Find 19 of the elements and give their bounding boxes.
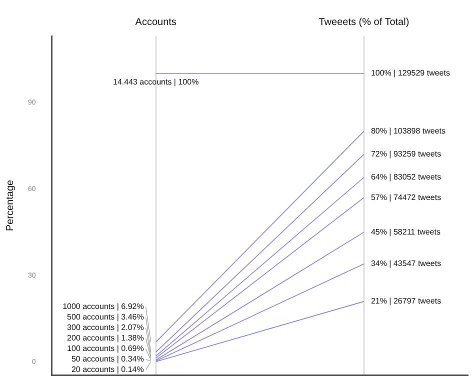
data-label: 300 accounts | 2.07% bbox=[67, 323, 144, 332]
data-label: 57% | 74472 tweets bbox=[370, 192, 442, 202]
data-label: 72% | 93259 tweets bbox=[370, 149, 442, 158]
data-label: 21% | 26797 tweets bbox=[370, 296, 442, 306]
data-label: 14.443 accounts | 100% bbox=[112, 78, 199, 87]
data-label: 200 accounts | 1.38% bbox=[67, 334, 144, 343]
data-label: 45% | 58211 tweets bbox=[370, 227, 440, 236]
data-label: 64% | 83052 tweets bbox=[370, 172, 442, 182]
data-label: 34% | 43547 tweets bbox=[370, 259, 442, 268]
data-label: 80% | 103898 tweets bbox=[370, 126, 446, 136]
data-label: 20 accounts | 0.14% bbox=[71, 365, 144, 374]
data-label: 1000 accounts | 6.92% bbox=[62, 302, 144, 312]
data-label: 500 accounts | 3.46% bbox=[67, 312, 144, 322]
y-axis-title: Percentage bbox=[4, 179, 16, 232]
data-label: 50 accounts | 0.34% bbox=[71, 354, 144, 364]
x-tick-label: Tweeets (% of Total) bbox=[318, 16, 410, 28]
data-label: 100% | 129529 tweets bbox=[370, 68, 450, 78]
data-label: 100 accounts | 0.69% bbox=[67, 344, 144, 354]
x-tick-label: Accounts bbox=[135, 16, 176, 28]
